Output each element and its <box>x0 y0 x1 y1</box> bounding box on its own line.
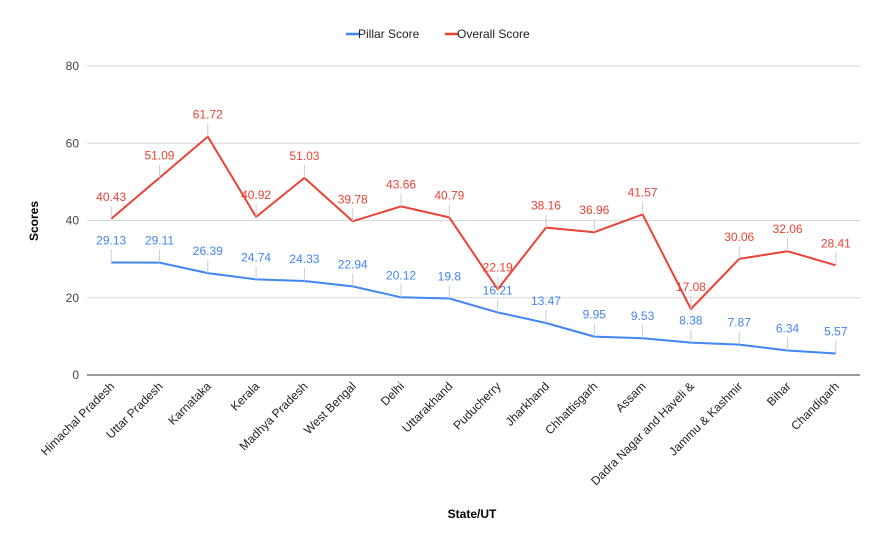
data-label: 61.72 <box>193 108 223 122</box>
data-label: 24.74 <box>241 250 271 264</box>
data-label: 20.12 <box>386 268 416 282</box>
gridlines <box>87 65 860 376</box>
x-tick-label: Jharkhand <box>503 379 553 429</box>
x-tick-label: Uttarakhand <box>399 379 455 435</box>
legend[interactable]: Pillar Score Overall Score <box>346 27 530 41</box>
data-label: 7.87 <box>728 316 752 330</box>
y-tick-label: 20 <box>66 291 80 305</box>
data-label: 39.78 <box>338 192 368 206</box>
y-tick-label: 60 <box>66 136 80 150</box>
data-labels: 29.13 29.11 26.39 24.74 24.33 22.94 20.12 19.8 1… <box>96 108 851 354</box>
y-tick-label: 80 <box>66 59 80 73</box>
data-label: 51.09 <box>144 149 174 163</box>
x-axis-title: State/UT <box>448 507 497 521</box>
series-line-pillar <box>111 261 836 355</box>
data-label: 43.66 <box>386 177 416 191</box>
data-label: 36.96 <box>579 203 609 217</box>
y-axis-ticks: 0 20 40 60 80 <box>66 59 80 382</box>
data-label: 40.79 <box>434 188 464 202</box>
data-label: 17.08 <box>676 280 706 294</box>
x-tick-label: Karnataka <box>165 379 214 428</box>
data-label: 51.03 <box>289 149 319 163</box>
data-label: 28.41 <box>821 236 851 250</box>
legend-label: Pillar Score <box>358 27 420 41</box>
data-label: 8.38 <box>679 314 703 328</box>
y-tick-label: 40 <box>66 214 80 228</box>
x-tick-label: Chhattisgarh <box>542 379 600 437</box>
data-label: 22.19 <box>483 260 513 274</box>
data-label: 26.39 <box>193 244 223 258</box>
data-label: 13.47 <box>531 294 561 308</box>
x-tick-label: Assam <box>613 379 649 415</box>
x-tick-label: Puducherry <box>450 379 503 432</box>
data-label: 29.11 <box>145 234 174 248</box>
series-lines <box>110 135 837 355</box>
data-label: 38.16 <box>531 199 561 213</box>
data-label: 30.06 <box>724 230 754 244</box>
x-tick-label: Delhi <box>378 379 407 408</box>
data-label: 29.13 <box>96 233 126 247</box>
data-label: 40.92 <box>241 188 271 202</box>
x-tick-label: Chandigarh <box>788 379 842 433</box>
data-label: 9.53 <box>631 309 655 323</box>
data-label: 5.57 <box>824 324 848 338</box>
data-label: 16.21 <box>483 283 513 297</box>
data-label: 32.06 <box>773 222 803 236</box>
series-line-overall <box>110 135 837 310</box>
data-label: 41.57 <box>628 185 658 199</box>
x-tick-label: Himachal Pradesh <box>38 379 117 458</box>
x-tick-label: West Bengal <box>301 379 359 437</box>
data-label: 9.95 <box>583 308 607 322</box>
data-label: 6.34 <box>776 322 800 336</box>
x-tick-label: Kerala <box>228 379 263 414</box>
legend-label: Overall Score <box>457 27 530 41</box>
y-axis-title: Scores <box>27 201 41 241</box>
y-tick-label: 0 <box>72 368 79 382</box>
data-label: 40.43 <box>96 190 126 204</box>
x-tick-label: Bihar <box>764 379 794 409</box>
data-label: 22.94 <box>338 257 368 271</box>
data-label: 24.33 <box>289 252 319 266</box>
data-label: 19.8 <box>438 270 462 284</box>
